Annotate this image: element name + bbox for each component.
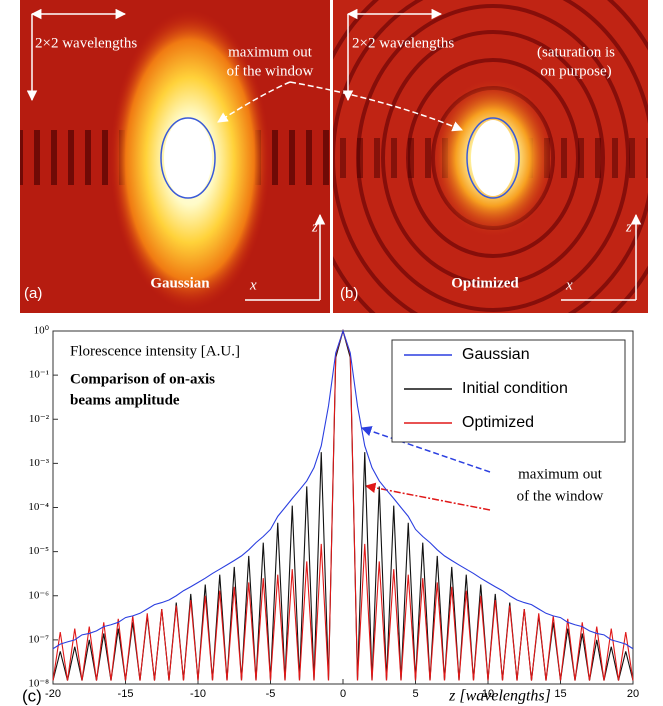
annotation: of the window [227,63,314,79]
y-tick-label: 10⁻⁶ [28,589,49,601]
y-tick-label: 10⁻¹ [29,369,49,381]
annotation: Florescence intensity [A.U.] [70,343,240,359]
annotation: beams amplitude [70,392,180,408]
annotation-arrow [361,426,491,473]
x-tick-label: 0 [340,688,346,700]
x-tick-label: 5 [412,688,418,700]
x-tick-label: 20 [627,688,639,700]
annotation: maximum out [228,44,313,60]
legend-label: Optimized [462,414,534,431]
legend-box [391,339,626,443]
y-tick-label: 10⁻² [29,413,50,425]
x-axis-title: z [wavelengths] [448,688,551,705]
panel-label: (a) [24,285,42,302]
x-tick-label: -5 [266,688,276,700]
scale-label: 2×2 wavelengths [352,35,454,51]
y-tick-label: 10⁰ [34,325,50,337]
panel-title: Optimized [451,275,519,291]
annotation: of the window [517,488,604,504]
axis-label: x [249,277,257,293]
x-tick-label: -10 [190,688,206,700]
scale-label: 2×2 wavelengths [35,35,137,51]
x-tick-label: 15 [554,688,566,700]
panel-a-image [20,0,330,313]
plot: 10⁻⁸ 10⁻⁷ 10⁻⁶ 10⁻⁵ 10⁻⁴ 10⁻³ 10⁻² 10⁻¹ 10⁰ -20 -1… [28,325,639,700]
y-tick-label: 10⁻⁴ [28,501,49,513]
axis-label: z [625,219,632,235]
annotation: maximum out [518,466,603,482]
x-tick-label: -15 [118,688,134,700]
axis-label: z [311,219,318,235]
panel-label: (c) [22,686,42,705]
panel-title: Gaussian [150,275,210,291]
legend-label: Initial condition [462,380,568,397]
y-tick-label: 10⁻³ [29,457,50,469]
panel-label: (b) [340,285,358,302]
annotation: (saturation is [537,44,615,60]
x-tick-label: -20 [45,688,61,700]
x-tick-label: 10 [482,688,494,700]
annotation: on purpose) [540,63,611,79]
series-line [52,329,634,650]
y-tick-label: 10⁻⁸ [28,678,49,690]
panel-b-image [333,0,648,313]
y-tick-label: 10⁻⁷ [28,633,49,645]
y-tick-label: 10⁻⁵ [28,545,49,557]
annotation: Comparison of on-axis [70,371,215,387]
panel-arrows [26,8,642,301]
legend-label: Gaussian [462,346,530,363]
axis-label: x [565,277,573,293]
